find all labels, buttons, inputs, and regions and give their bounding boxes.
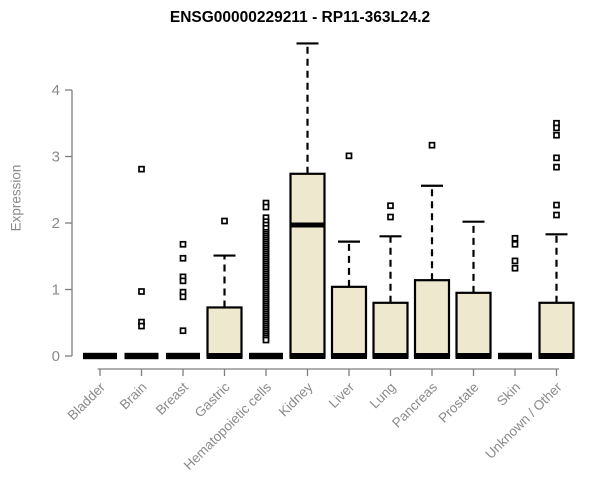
outlier-point	[221, 217, 228, 225]
box-body	[372, 301, 409, 358]
outlier-point	[511, 264, 519, 272]
outlier-point	[511, 257, 519, 265]
x-tick-label: Liver	[326, 379, 358, 411]
box-kidney	[289, 42, 326, 359]
box-breast	[166, 240, 200, 360]
outlier-point	[553, 154, 560, 162]
x-tick-label: Unknown / Other	[482, 379, 565, 462]
outlier-point	[387, 213, 394, 221]
box-bottom-edge	[538, 353, 575, 359]
outlier-point	[138, 288, 145, 295]
box-bottom-edge	[455, 353, 492, 359]
box-bottom-edge	[372, 353, 409, 359]
median-line	[291, 222, 324, 228]
box-lung	[372, 202, 409, 359]
y-axis: 0 1 2 3 4	[52, 82, 73, 365]
outlier-point	[553, 211, 560, 219]
outlier-point	[553, 131, 560, 139]
outlier-point	[138, 322, 145, 330]
y-tick-label: 2	[52, 215, 60, 232]
box-body	[289, 172, 326, 358]
box-brain	[124, 165, 159, 360]
box-bottom-edge	[289, 353, 326, 359]
box-gastric	[206, 217, 243, 359]
x-tick-label: Breast	[153, 379, 191, 417]
outlier-point	[262, 336, 270, 344]
outlier-point	[179, 254, 187, 262]
outlier-point	[553, 124, 560, 132]
box-unknown-other	[538, 119, 575, 359]
x-tick-label: Bladder	[65, 379, 109, 423]
outlier-point	[345, 152, 353, 160]
box-pancreas	[413, 141, 451, 359]
chart-title: ENSG00000229211 - RP11-363L24.2	[169, 9, 431, 26]
outlier-point	[138, 165, 145, 173]
outlier-point	[262, 203, 270, 211]
box-hematopoietic-cells	[249, 199, 283, 360]
x-tick-label: Brain	[117, 380, 150, 413]
y-tick-label: 0	[52, 348, 60, 365]
box-bottom-edge	[206, 353, 243, 359]
box-bladder	[83, 352, 117, 360]
outlier-point	[428, 141, 436, 149]
collapsed-box	[498, 352, 532, 360]
outlier-point	[179, 293, 187, 301]
outlier-point	[553, 163, 560, 171]
x-tick-label: Skin	[494, 380, 523, 409]
box-liver	[330, 152, 368, 359]
x-tick-label: Pancreas	[389, 379, 440, 430]
y-tick-label: 3	[52, 149, 60, 166]
outlier-point	[511, 234, 519, 242]
x-tick-label: Kidney	[276, 379, 316, 419]
box-body	[413, 279, 451, 358]
box-skin	[498, 234, 532, 360]
outlier-point	[179, 327, 187, 335]
collapsed-box	[166, 352, 200, 360]
box-body	[206, 306, 243, 358]
x-tick-label: Prostate	[435, 380, 481, 426]
box-body	[330, 285, 368, 358]
collapsed-box	[124, 352, 159, 360]
y-tick-label: 4	[52, 82, 60, 99]
box-prostate	[455, 220, 492, 359]
outlier-point	[179, 277, 187, 285]
collapsed-box	[83, 352, 117, 360]
outlier-point	[387, 202, 394, 210]
box-body	[455, 291, 492, 358]
outlier-point	[179, 240, 187, 248]
outlier-point	[511, 240, 519, 248]
outlier-point	[553, 201, 560, 209]
x-tick-label: Lung	[367, 380, 399, 412]
box-bottom-edge	[331, 353, 367, 359]
box-body	[538, 301, 575, 358]
collapsed-box	[249, 352, 283, 360]
y-tick-label: 1	[52, 282, 60, 299]
box-bottom-edge	[414, 353, 450, 359]
x-tick-label: Gastric	[192, 379, 233, 420]
